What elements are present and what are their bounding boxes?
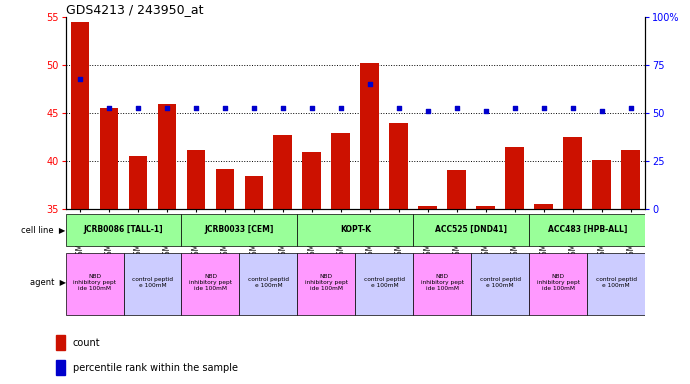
FancyBboxPatch shape (587, 253, 645, 315)
Point (306, 104, 317, 111)
Bar (563, 137, 582, 209)
Point (161, 104, 172, 111)
Bar (186, 150, 206, 209)
FancyBboxPatch shape (529, 253, 587, 315)
Bar (215, 169, 235, 209)
FancyBboxPatch shape (124, 253, 181, 315)
Point (393, 104, 404, 111)
Bar (244, 175, 264, 209)
Point (104, 104, 115, 111)
Text: control peptid
e 100mM: control peptid e 100mM (132, 277, 173, 288)
Text: NBD
inhibitory pept
ide 100mM: NBD inhibitory pept ide 100mM (537, 274, 580, 291)
FancyBboxPatch shape (355, 253, 413, 315)
Point (625, 104, 636, 111)
Text: GDS4213 / 243950_at: GDS4213 / 243950_at (66, 3, 203, 16)
Text: control peptid
e 100mM: control peptid e 100mM (248, 277, 289, 288)
Text: cell line  ▶: cell line ▶ (21, 225, 66, 234)
Text: NBD
inhibitory pept
ide 100mM: NBD inhibitory pept ide 100mM (305, 274, 348, 291)
Text: ACC525 [DND41]: ACC525 [DND41] (435, 225, 507, 234)
FancyBboxPatch shape (471, 253, 529, 315)
Text: control peptid
e 100mM: control peptid e 100mM (480, 277, 521, 288)
FancyBboxPatch shape (181, 214, 297, 246)
Point (422, 108, 433, 114)
Bar (331, 133, 351, 209)
Bar (447, 170, 466, 209)
Bar (505, 147, 524, 209)
FancyBboxPatch shape (413, 214, 529, 246)
Point (132, 104, 144, 111)
Point (451, 104, 462, 111)
Point (248, 104, 259, 111)
FancyBboxPatch shape (239, 253, 297, 315)
Point (567, 104, 578, 111)
Bar (55, 360, 65, 375)
Text: count: count (72, 338, 100, 348)
Text: control peptid
e 100mM: control peptid e 100mM (595, 277, 637, 288)
Bar (389, 123, 408, 209)
Bar (55, 335, 65, 350)
Point (75, 76, 86, 82)
Text: control peptid
e 100mM: control peptid e 100mM (364, 277, 405, 288)
Point (277, 104, 288, 111)
FancyBboxPatch shape (181, 253, 239, 315)
Bar (99, 108, 119, 209)
Point (335, 104, 346, 111)
Point (538, 104, 549, 111)
Text: percentile rank within the sample: percentile rank within the sample (72, 362, 237, 373)
Point (480, 108, 491, 114)
Bar (70, 22, 90, 209)
FancyBboxPatch shape (66, 214, 181, 246)
Text: NBD
inhibitory pept
ide 100mM: NBD inhibitory pept ide 100mM (421, 274, 464, 291)
Text: agent  ▶: agent ▶ (30, 278, 66, 287)
FancyBboxPatch shape (297, 253, 355, 315)
Bar (418, 207, 437, 209)
FancyBboxPatch shape (297, 214, 413, 246)
Bar (621, 150, 640, 209)
Text: KOPT-K: KOPT-K (340, 225, 371, 234)
FancyBboxPatch shape (529, 214, 645, 246)
Point (509, 104, 520, 111)
Bar (302, 152, 322, 209)
Point (364, 81, 375, 88)
Point (596, 108, 607, 114)
Point (190, 104, 201, 111)
Bar (128, 157, 148, 209)
FancyBboxPatch shape (66, 253, 124, 315)
Text: NBD
inhibitory pept
ide 100mM: NBD inhibitory pept ide 100mM (189, 274, 232, 291)
Text: JCRB0033 [CEM]: JCRB0033 [CEM] (205, 225, 274, 234)
Bar (534, 204, 553, 209)
Bar (157, 104, 177, 209)
Text: ACC483 [HPB-ALL]: ACC483 [HPB-ALL] (547, 225, 627, 234)
Bar (592, 160, 611, 209)
Bar (476, 207, 495, 209)
Point (219, 104, 230, 111)
Bar (273, 135, 293, 209)
Text: JCRB0086 [TALL-1]: JCRB0086 [TALL-1] (83, 225, 164, 234)
Text: NBD
inhibitory pept
ide 100mM: NBD inhibitory pept ide 100mM (73, 274, 116, 291)
Bar (360, 63, 380, 209)
FancyBboxPatch shape (413, 253, 471, 315)
